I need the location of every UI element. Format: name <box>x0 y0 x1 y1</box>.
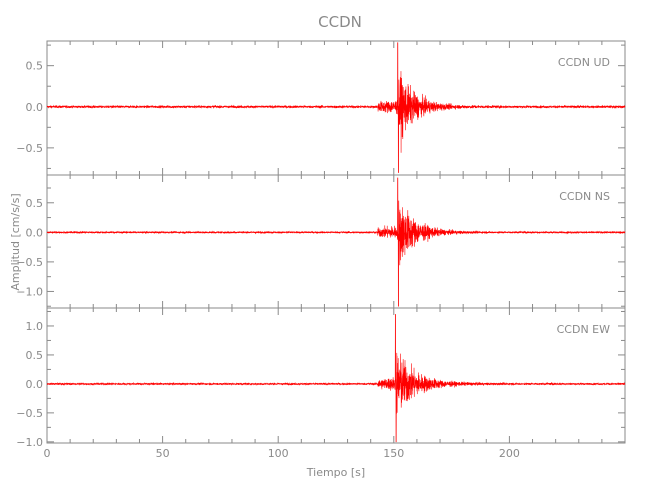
y-tick-label: −1.0 <box>16 285 43 298</box>
y-tick-label: 0.5 <box>26 197 44 210</box>
y-tick-label: −0.5 <box>16 256 43 269</box>
panel-1: −1.0 −0.5 0.0 0.5 CCDN NS <box>16 174 626 309</box>
y-tick-label: 0.0 <box>26 101 44 114</box>
component-label: CCDN NS <box>559 190 610 203</box>
y-tick-label: −1.0 <box>16 436 43 449</box>
y-tick-label: −0.5 <box>16 407 43 420</box>
y-axis-label: Amplitud [cm/s/s] <box>9 193 22 290</box>
x-tick-label: 0 <box>44 447 51 460</box>
y-tick-label: 0.5 <box>26 60 44 73</box>
component-label: CCDN UD <box>558 56 610 69</box>
waveform-trace <box>46 314 626 443</box>
y-tick-label: 1.0 <box>26 320 44 333</box>
panel-frame <box>46 40 626 176</box>
waveform-trace <box>46 177 626 307</box>
waveform-trace <box>46 42 626 173</box>
x-axis-label: Tiempo [s] <box>306 466 365 479</box>
x-tick-label: 100 <box>268 447 289 460</box>
y-tick-label: −0.5 <box>16 142 43 155</box>
chart-title: CCDN <box>318 13 362 31</box>
panel-0: −0.5 0.0 0.5 CCDN UD <box>16 40 626 176</box>
x-tick-label: 50 <box>156 447 170 460</box>
component-label: CCDN EW <box>557 323 611 336</box>
y-tick-label: 0.0 <box>26 378 44 391</box>
x-tick-label: 200 <box>499 447 520 460</box>
y-tick-label: 0.5 <box>26 349 44 362</box>
panel-2: −1.0 −0.5 0.0 0.5 1.0 CCDN EW <box>16 307 626 449</box>
y-tick-label: 0.0 <box>26 226 44 239</box>
panel-frame <box>46 307 626 444</box>
panel-frame <box>46 174 626 309</box>
x-tick-label: 150 <box>383 447 404 460</box>
